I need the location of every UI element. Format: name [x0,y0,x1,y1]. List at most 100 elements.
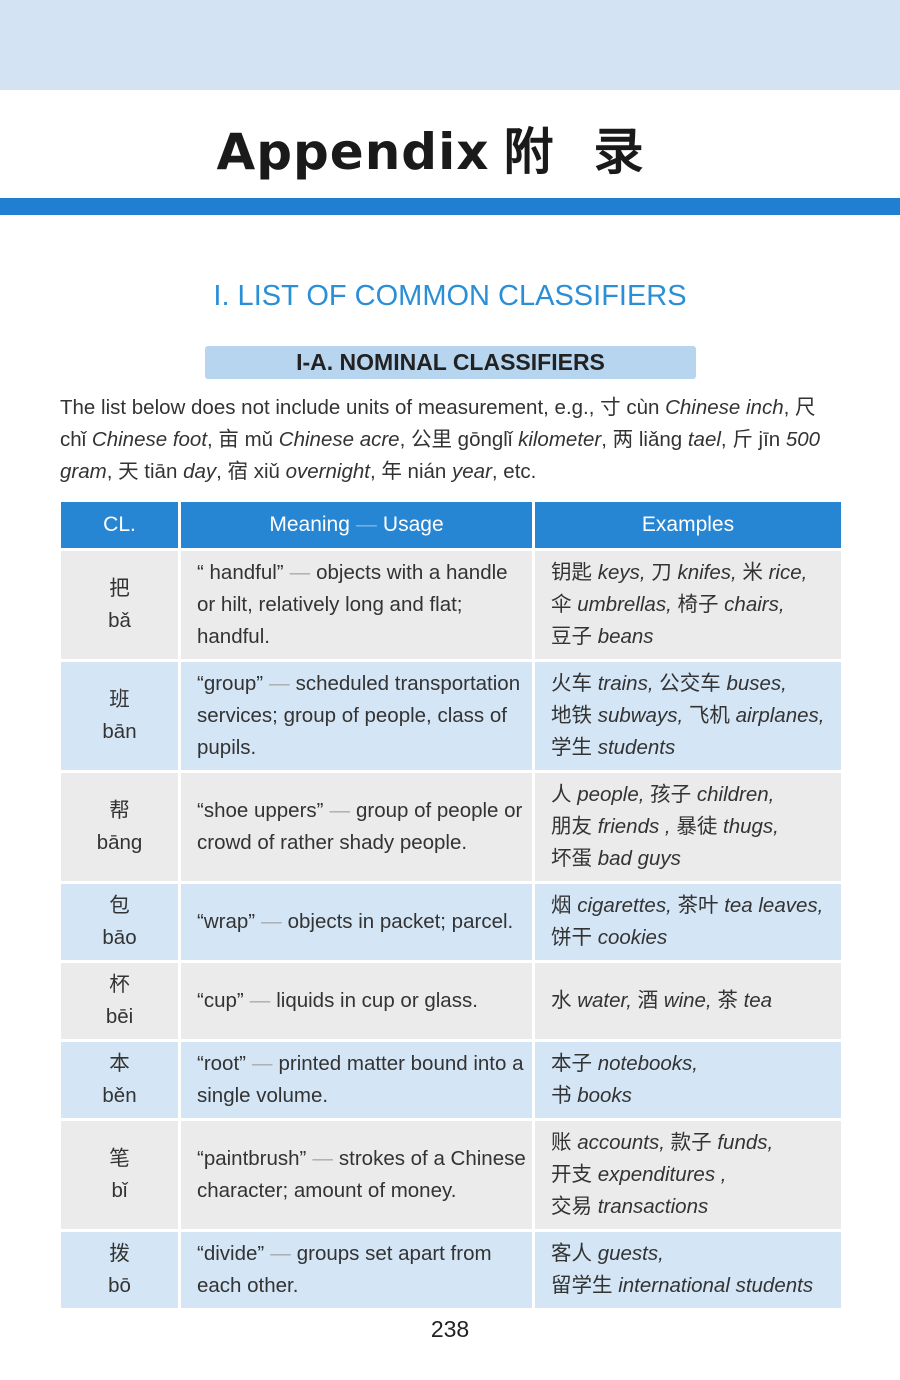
example-hanzi: 朋友 [551,815,598,838]
example-hanzi: 开支 [551,1163,598,1186]
example-hanzi: 书 [551,1084,578,1107]
usage-text: scheduled transportation services; group… [197,672,521,759]
example-english: subways, [597,704,689,727]
classifier-hanzi: 帮 [109,799,130,822]
title-zh: 附录 [503,123,684,181]
intro-text: , 宿 xiǔ [216,460,286,483]
page-title: Appendix 附录 [0,112,900,184]
classifier-pinyin: běn [102,1084,137,1107]
classifier-pinyin: bǐ [111,1179,128,1202]
meaning-cell: “shoe uppers” — group of people or crowd o… [178,770,535,884]
classifier-pinyin: bēi [105,1005,134,1028]
example-line: 开支 expenditures , [551,1159,841,1191]
classifier-pinyin: bō [108,1274,131,1297]
top-band [0,0,900,90]
intro-italic-term: Chinese acre [278,428,400,451]
classifier-hanzi: 班 [109,688,130,711]
example-english: friends , [597,815,677,838]
examples-cell: 钥匙 keys, 刀 knifes, 米 rice, 伞 umbrellas, 椅… [532,548,841,662]
header-dash: — [355,513,377,536]
classifier-hanzi: 把 [109,577,130,600]
example-hanzi: 米 [742,561,769,584]
example-english: keys, [597,561,652,584]
example-english: thugs, [723,815,779,838]
intro-italic-term: day [183,460,217,483]
example-hanzi: 豆子 [551,625,598,648]
example-hanzi: 茶 [717,989,744,1012]
example-hanzi: 坏蛋 [551,847,598,870]
example-english: buses, [726,672,787,695]
intro-italic-term: tael [687,428,721,451]
table-row: 把 bǎ “ handful” — objects with a handle or h… [61,548,841,662]
classifier-hanzi: 拨 [109,1242,130,1265]
meaning-cell: “wrap” — objects in packet; parcel. [178,881,535,963]
usage-text: liquids in cup or glass. [276,989,478,1012]
example-line: 坏蛋 bad guys [551,843,841,875]
example-line: 学生 students [551,732,841,764]
classifier-hanzi: 杯 [109,973,130,996]
intro-text: , 斤 jīn [720,428,786,451]
meaning-term: “ handful” [197,561,284,584]
header-cl: CL. [61,502,181,551]
header-usage: Usage [382,513,444,536]
title-en: Appendix [216,123,490,181]
example-hanzi: 火车 [551,672,598,695]
classifier-cell: 杯 bēi [61,960,181,1042]
classifier-cell: 把 bǎ [61,548,181,662]
example-english: rice, [768,561,808,584]
meaning-dash: — [261,910,282,933]
example-english: students [597,736,676,759]
intro-text: The list below does not include units of… [60,396,666,419]
header-meaning: Meaning [269,513,350,536]
example-hanzi: 钥匙 [551,561,598,584]
example-hanzi: 人 [551,783,578,806]
example-line: 朋友 friends , 暴徒 thugs, [551,811,841,843]
table-row: 拨 bō “divide” — groups set apart from each o… [61,1229,841,1311]
examples-cell: 水 water, 酒 wine, 茶 tea [532,960,841,1042]
example-line: 饼干 cookies [551,922,841,954]
meaning-cell: “root” — printed matter bound into a singl… [178,1039,535,1121]
examples-cell: 人 people, 孩子 children, 朋友 friends , 暴徒 th… [532,770,841,884]
meaning-term: “wrap” [197,910,256,933]
table-row: 杯 bēi “cup” — liquids in cup or glass. 水 wate… [61,960,841,1042]
meaning-dash: — [289,561,311,584]
example-hanzi: 地铁 [551,704,598,727]
example-hanzi: 学生 [551,736,598,759]
intro-text: , 年 nián [369,460,453,483]
example-hanzi: 椅子 [677,593,725,616]
example-english: water, [577,989,638,1012]
example-english: tea leaves, [724,894,824,917]
example-line: 账 accounts, 款子 funds, [551,1127,841,1159]
classifier-cell: 帮 bāng [61,770,181,884]
example-hanzi: 公交车 [659,672,727,695]
example-english: knifes, [677,561,743,584]
example-line: 伞 umbrellas, 椅子 chairs, [551,589,841,621]
header-meaning-usage: Meaning — Usage [178,502,535,551]
meaning-term: “divide” [197,1242,265,1265]
example-line: 豆子 beans [551,621,841,653]
example-english: expenditures , [597,1163,727,1186]
meaning-dash: — [270,1242,291,1265]
intro-italic-term: Chinese foot [91,428,208,451]
classifier-pinyin: bǎ [108,609,131,632]
table-header-row: CL. Meaning — Usage Examples [61,502,841,551]
classifier-hanzi: 本 [109,1052,130,1075]
page-number: 238 [430,1316,470,1342]
intro-italic-term: kilometer [518,428,602,451]
subsection-title: I-A. NOMINAL CLASSIFIERS [205,346,696,379]
intro-text: , etc. [491,460,537,483]
example-english: cookies [597,926,668,949]
meaning-cell: “cup” — liquids in cup or glass. [178,960,535,1042]
usage-text: group of people or crowd of rather shady… [197,799,523,854]
example-english: accounts, [577,1131,671,1154]
classifier-cell: 班 bān [61,659,181,773]
intro-text: , 公里 gōnglǐ [399,428,519,451]
usage-text: strokes of a Chinese character; amount o… [197,1147,526,1202]
meaning-dash: — [312,1147,333,1170]
example-hanzi: 本子 [551,1052,598,1075]
intro-text: , 两 liǎng [601,428,688,451]
example-english: transactions [597,1195,709,1218]
intro-text: , 亩 mǔ [207,428,279,451]
example-hanzi: 账 [551,1131,578,1154]
intro-italic-term: Chinese inch [665,396,784,419]
